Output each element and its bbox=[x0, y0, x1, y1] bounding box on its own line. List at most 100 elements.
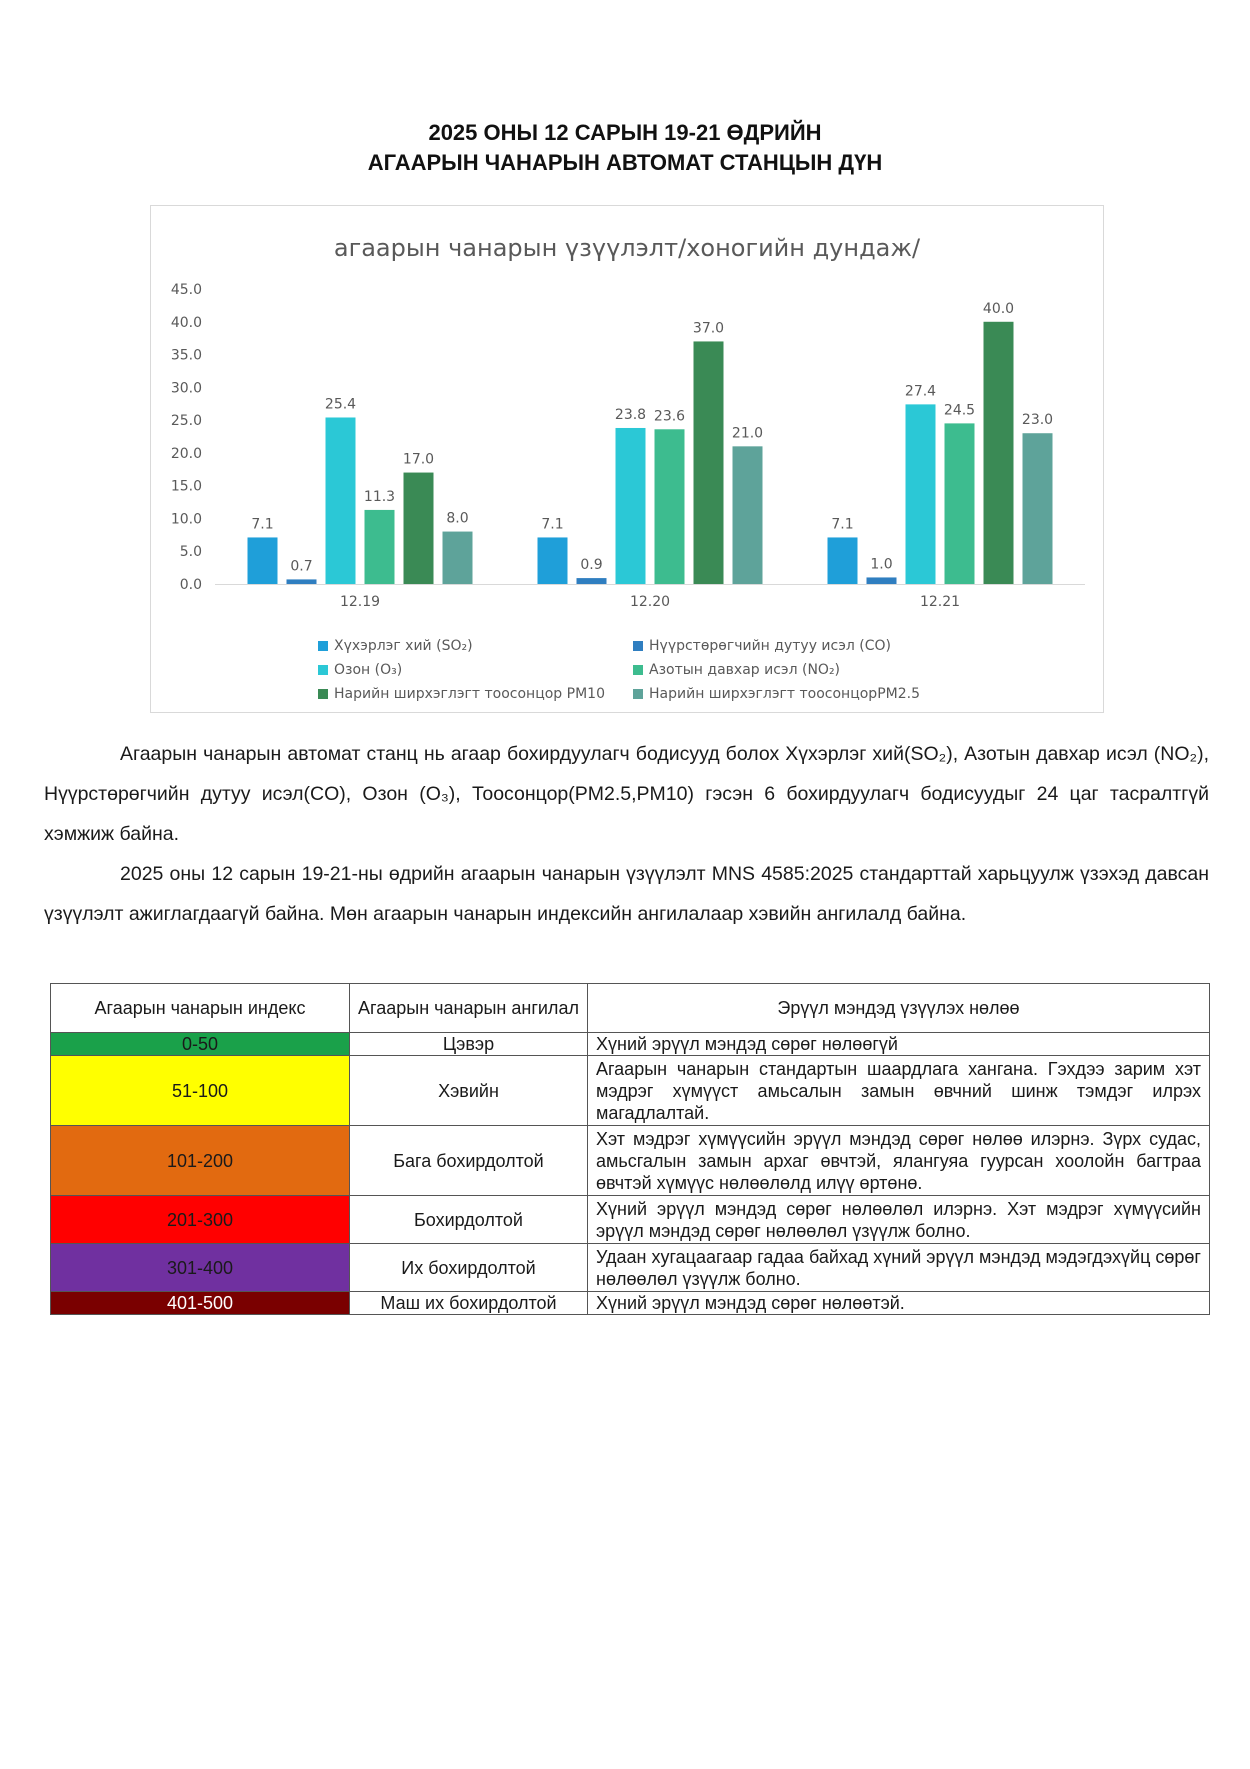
y-tick-label: 40.0 bbox=[171, 315, 202, 331]
legend-label: Нүүрстөрөгчийн дутуу исэл (CO) bbox=[649, 638, 892, 654]
bar bbox=[905, 404, 936, 584]
data-label: 17.0 bbox=[403, 452, 434, 468]
aqi-header-effect: Эрүүл мэндэд үзүүлэх нөлөө bbox=[587, 983, 1210, 1033]
aqi-index-cell: 301-400 bbox=[50, 1243, 350, 1292]
data-label: 8.0 bbox=[446, 511, 468, 527]
aqi-index-cell: 401-500 bbox=[50, 1291, 350, 1315]
aqi-table-body: 0-50 Цэвэр Хүний эрүүл мэндэд сөрөг нөлөөг… bbox=[50, 1032, 1210, 1315]
aqi-index-cell: 51-100 bbox=[50, 1055, 350, 1126]
bar bbox=[442, 531, 473, 584]
bar bbox=[827, 537, 858, 584]
legend-item: Нарийн ширхэглэгт тоосонцор PM10 bbox=[318, 684, 633, 704]
legend-item: Хүхэрлэг хий (SO₂) bbox=[318, 636, 633, 656]
bar bbox=[286, 579, 317, 584]
bar bbox=[403, 472, 434, 584]
chart-canvas: 0.0 5.0 10.0 15.0 20.0 25.0 30.0 35.0 40.0 45.0 7.… bbox=[171, 282, 1085, 610]
document-title-line-1: 2025 ОНЫ 12 САРЫН 19-21 ӨДРИЙН bbox=[428, 120, 822, 145]
data-label: 11.3 bbox=[364, 489, 395, 505]
table-row: 201-300 Бохирдолтой Хүний эрүүл мэндэд сөр… bbox=[50, 1195, 1210, 1244]
bar bbox=[944, 423, 975, 584]
legend-label: Хүхэрлэг хий (SO₂) bbox=[334, 638, 473, 654]
data-label: 7.1 bbox=[251, 516, 273, 532]
y-tick-label: 35.0 bbox=[171, 348, 202, 364]
aqi-index-cell: 101-200 bbox=[50, 1125, 350, 1196]
chart-legend: Хүхэрлэг хий (SO₂) Нүүрстөрөгчийн дутуу и… bbox=[318, 636, 968, 704]
aqi-effect-cell: Хүний эрүүл мэндэд сөрөг нөлөөтэй. bbox=[587, 1291, 1210, 1315]
aqi-header-index: Агаарын чанарын индекс bbox=[50, 983, 350, 1033]
data-label: 7.1 bbox=[831, 516, 853, 532]
x-tick-label: 12.21 bbox=[920, 594, 960, 610]
paragraph-1-text: Агаарын чанарын автомат станц нь агаар б… bbox=[44, 743, 1209, 845]
legend-label: Озон (O₃) bbox=[334, 662, 403, 678]
y-tick-label: 20.0 bbox=[171, 446, 202, 462]
aqi-effect-cell: Хүний эрүүл мэндэд сөрөг нөлөөгүй bbox=[587, 1032, 1210, 1056]
table-row: 0-50 Цэвэр Хүний эрүүл мэндэд сөрөг нөлөөг… bbox=[50, 1032, 1210, 1056]
aqi-effect-cell: Агаарын чанарын стандартын шаардлага хан… bbox=[587, 1055, 1210, 1126]
bar bbox=[576, 578, 607, 584]
data-label: 25.4 bbox=[325, 396, 356, 412]
bar bbox=[364, 509, 395, 584]
aqi-category-cell: Хэвийн bbox=[349, 1055, 588, 1126]
aqi-category-cell: Маш их бохирдолтой bbox=[349, 1291, 588, 1315]
legend-label: Нарийн ширхэглэгт тоосонцор PM10 bbox=[334, 686, 605, 702]
document-title: 2025 ОНЫ 12 САРЫН 19-21 ӨДРИЙН АГААРЫН Ч… bbox=[0, 118, 1250, 178]
y-tick-label: 5.0 bbox=[180, 544, 202, 560]
bar bbox=[615, 427, 646, 584]
data-label: 21.0 bbox=[732, 425, 763, 441]
bar bbox=[732, 446, 763, 584]
bar bbox=[654, 429, 685, 584]
legend-swatch bbox=[318, 641, 328, 651]
paragraph-2-text: 2025 оны 12 сарын 19-21-ны өдрийн агаары… bbox=[44, 863, 1209, 925]
legend-item: Нүүрстөрөгчийн дутуу исэл (CO) bbox=[633, 636, 968, 656]
legend-label: Нарийн ширхэглэгт тоосонцорPM2.5 bbox=[649, 686, 920, 702]
y-tick-label: 0.0 bbox=[180, 577, 202, 593]
data-label: 40.0 bbox=[983, 301, 1014, 317]
legend-swatch bbox=[633, 689, 643, 699]
table-row: 101-200 Бага бохирдолтой Хэт мэдрэг хүмүүс… bbox=[50, 1125, 1210, 1196]
aqi-category-cell: Их бохирдолтой bbox=[349, 1243, 588, 1292]
table-row: 401-500 Маш их бохирдолтой Хүний эрүүл мэн… bbox=[50, 1291, 1210, 1315]
data-label: 0.7 bbox=[290, 558, 312, 574]
legend-swatch bbox=[633, 665, 643, 675]
legend-swatch bbox=[318, 665, 328, 675]
data-label: 1.0 bbox=[870, 556, 892, 572]
legend-item: Озон (O₃) bbox=[318, 660, 633, 680]
legend-item: Азотын давхар исэл (NO₂) bbox=[633, 660, 968, 680]
x-tick-label: 12.20 bbox=[630, 594, 670, 610]
aqi-header-category: Агаарын чанарын ангилал bbox=[349, 983, 588, 1033]
bar bbox=[693, 341, 724, 584]
document-title-line-2: АГААРЫН ЧАНАРЫН АВТОМАТ СТАНЦЫН ДҮН bbox=[367, 150, 883, 175]
aqi-category-cell: Цэвэр bbox=[349, 1032, 588, 1056]
aqi-category-cell: Бага бохирдолтой bbox=[349, 1125, 588, 1196]
legend-swatch bbox=[318, 689, 328, 699]
aqi-table-header-row: Агаарын чанарын индекс Агаарын чанарын а… bbox=[50, 983, 1210, 1033]
data-label: 24.5 bbox=[944, 402, 975, 418]
chart-title: агаарын чанарын үзүүлэлт/хоногийн дундаж… bbox=[333, 234, 921, 262]
aqi-index-cell: 0-50 bbox=[50, 1032, 350, 1056]
data-label: 7.1 bbox=[541, 516, 563, 532]
bar bbox=[983, 321, 1014, 584]
data-label: 23.0 bbox=[1022, 412, 1053, 428]
bar bbox=[866, 577, 897, 584]
aqi-table: Агаарын чанарын индекс Агаарын чанарын а… bbox=[50, 983, 1210, 1315]
bar bbox=[247, 537, 278, 584]
aqi-index-cell: 201-300 bbox=[50, 1195, 350, 1244]
aqi-effect-cell: Удаан хугацаагаар гадаа байхад хүний эрү… bbox=[587, 1243, 1210, 1292]
data-label: 27.4 bbox=[905, 383, 936, 399]
data-label: 23.6 bbox=[654, 408, 685, 424]
paragraph-1: Агаарын чанарын автомат станц нь агаар б… bbox=[44, 734, 1209, 854]
legend-item: Нарийн ширхэглэгт тоосонцорPM2.5 bbox=[633, 684, 968, 704]
aqi-effect-cell: Хэт мэдрэг хүмүүсийн эрүүл мэндэд сөрөг … bbox=[587, 1125, 1210, 1196]
legend-label: Азотын давхар исэл (NO₂) bbox=[649, 662, 841, 678]
paragraph-2: 2025 оны 12 сарын 19-21-ны өдрийн агаары… bbox=[44, 854, 1209, 934]
aqi-effect-cell: Хүний эрүүл мэндэд сөрөг нөлөөлөл илэрнэ… bbox=[587, 1195, 1210, 1244]
y-tick-label: 15.0 bbox=[171, 479, 202, 495]
data-label: 23.8 bbox=[615, 407, 646, 423]
data-label: 0.9 bbox=[580, 557, 602, 573]
y-tick-label: 25.0 bbox=[171, 413, 202, 429]
table-row: 51-100 Хэвийн Агаарын чанарын стандартын ш… bbox=[50, 1055, 1210, 1126]
bar bbox=[1022, 433, 1053, 584]
bar bbox=[537, 537, 568, 584]
data-label: 37.0 bbox=[693, 320, 724, 336]
legend-swatch bbox=[633, 641, 643, 651]
